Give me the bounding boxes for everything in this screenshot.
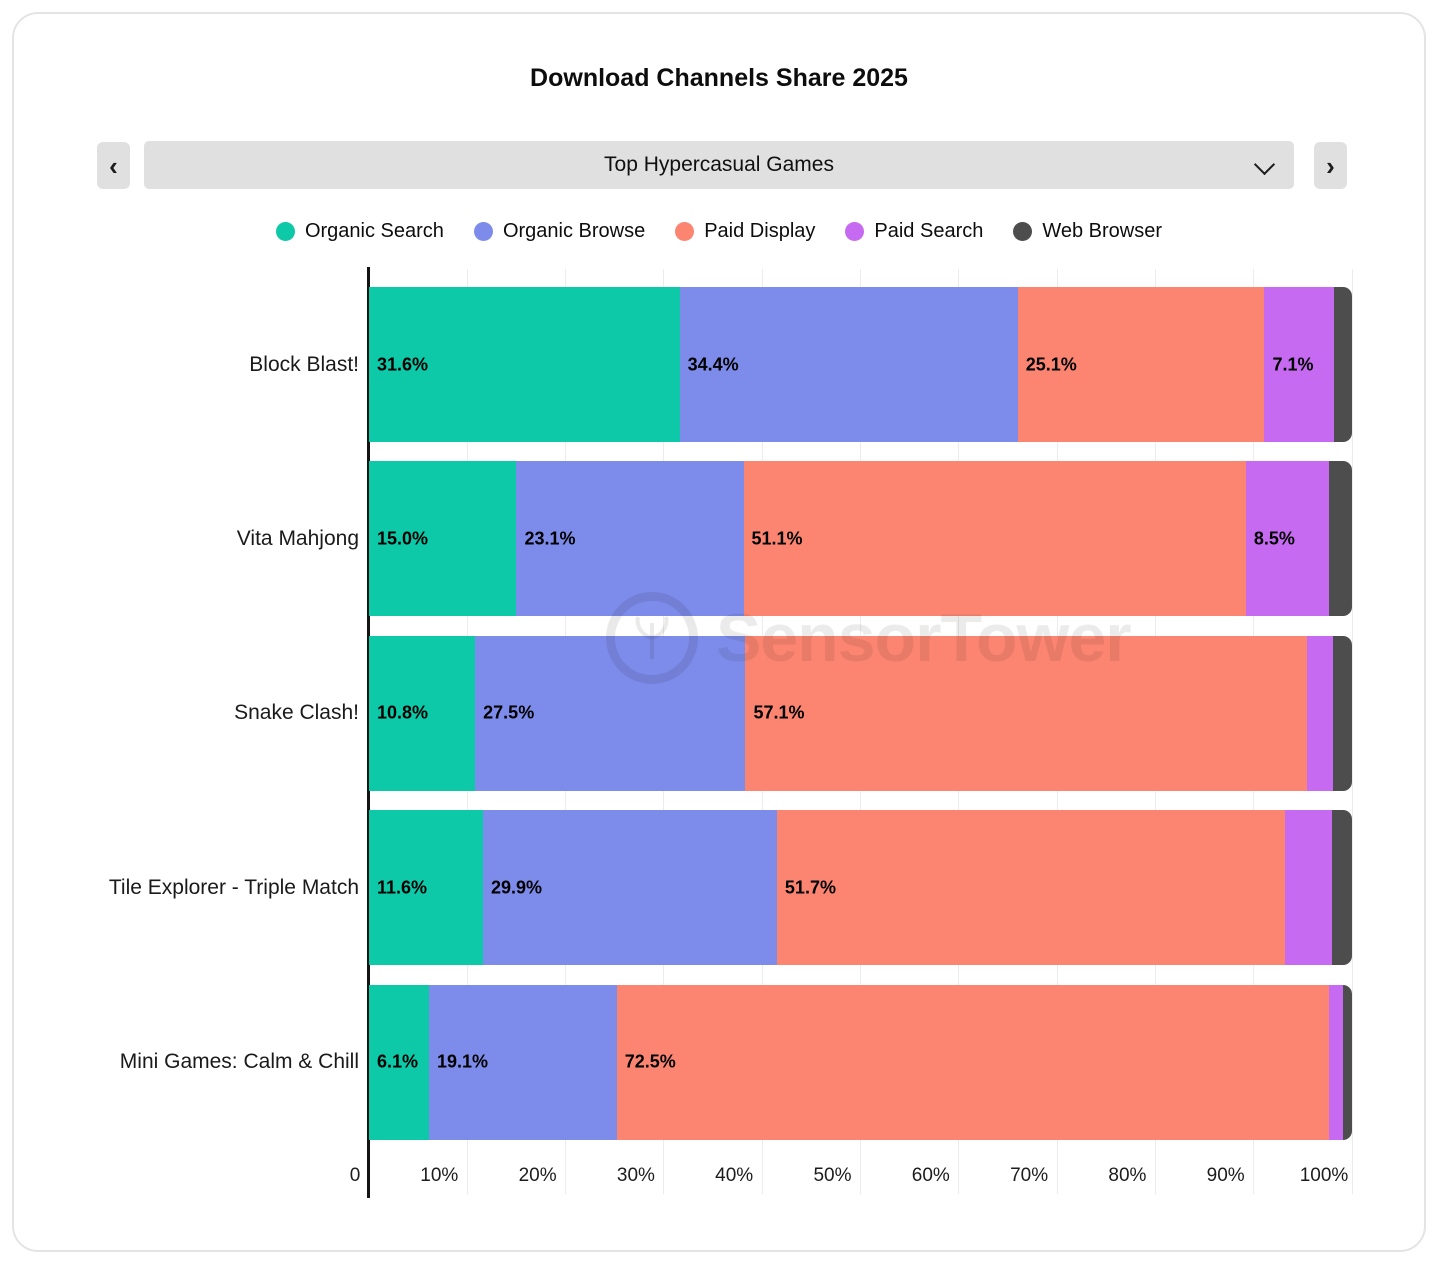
legend-dot-icon bbox=[275, 222, 295, 241]
x-axis-tick-label: 40% bbox=[715, 1165, 754, 1186]
bar-segment-organic-browse[interactable]: 23.1% bbox=[516, 461, 744, 617]
segment-value-label: 7.1% bbox=[1272, 354, 1314, 374]
y-axis-line bbox=[367, 267, 370, 1198]
bar-segment-paid-search[interactable] bbox=[1306, 635, 1334, 791]
chevron-left-icon: ‹ bbox=[109, 150, 118, 181]
legend-item-web-browser[interactable]: Web Browser bbox=[1013, 220, 1162, 243]
segment-value-label: 57.1% bbox=[753, 702, 805, 723]
chart-title: Download Channels Share 2025 bbox=[530, 64, 908, 92]
legend-dot-icon bbox=[845, 222, 865, 241]
bar-segment-paid-search[interactable]: 8.5% bbox=[1245, 461, 1330, 617]
gridline bbox=[1351, 269, 1353, 1194]
bar-segment-web-browser[interactable] bbox=[1333, 635, 1352, 791]
legend-item-organic-browse[interactable]: Organic Browse bbox=[473, 220, 646, 243]
segment-value-label: 72.5% bbox=[624, 1051, 676, 1072]
chevron-right-icon: › bbox=[1326, 150, 1335, 181]
x-axis-tick-label: 0 bbox=[349, 1165, 361, 1186]
x-axis-tick-label: 90% bbox=[1206, 1165, 1245, 1186]
x-axis-tick-label: 20% bbox=[518, 1165, 557, 1186]
bar-snake-clash: 10.8% 27.5% 57.1% bbox=[369, 635, 1352, 791]
category-label: Mini Games: Calm & Chill bbox=[119, 1050, 359, 1074]
bar-tile-explorer-triple-match: 11.6% 29.9% 51.7% bbox=[369, 810, 1352, 966]
legend-dot-icon bbox=[473, 222, 493, 241]
legend-label: Web Browser bbox=[1042, 220, 1163, 242]
chevron-down-icon bbox=[1253, 153, 1276, 176]
bar-segment-organic-browse[interactable]: 27.5% bbox=[475, 635, 746, 791]
legend-dot-icon bbox=[1013, 222, 1033, 241]
previous-chart-button[interactable]: ‹ bbox=[97, 142, 130, 189]
bar-segment-web-browser[interactable] bbox=[1329, 461, 1352, 617]
x-axis-tick-label: 80% bbox=[1108, 1165, 1147, 1186]
segment-value-label: 10.8% bbox=[377, 702, 429, 723]
category-label: Snake Clash! bbox=[234, 701, 359, 725]
bar-segment-organic-search[interactable]: 11.6% bbox=[369, 810, 484, 966]
next-chart-button[interactable]: › bbox=[1314, 142, 1347, 189]
segment-value-label: 34.4% bbox=[687, 354, 739, 374]
legend-label: Organic Browse bbox=[502, 220, 646, 242]
category-label: Block Blast! bbox=[249, 352, 359, 376]
legend-item-paid-search[interactable]: Paid Search bbox=[845, 220, 983, 243]
segment-value-label: 19.1% bbox=[436, 1051, 488, 1072]
bar-segment-web-browser[interactable] bbox=[1334, 287, 1352, 442]
bar-segment-web-browser[interactable] bbox=[1343, 984, 1352, 1140]
legend-label: Paid Search bbox=[874, 220, 984, 242]
bar-segment-organic-search[interactable]: 31.6% bbox=[369, 287, 680, 442]
segment-value-label: 51.7% bbox=[784, 877, 836, 898]
bar-segment-web-browser[interactable] bbox=[1332, 810, 1352, 966]
bar-segment-paid-display[interactable]: 57.1% bbox=[745, 635, 1307, 791]
segment-value-label: 31.6% bbox=[377, 354, 429, 374]
category-label: Vita Mahjong bbox=[236, 526, 359, 550]
bar-segment-organic-browse[interactable]: 34.4% bbox=[679, 287, 1018, 442]
bar-segment-paid-display[interactable]: 72.5% bbox=[616, 984, 1330, 1140]
segment-value-label: 11.6% bbox=[377, 877, 428, 898]
x-axis-tick-label: 50% bbox=[813, 1165, 852, 1186]
legend-item-paid-display[interactable]: Paid Display bbox=[675, 220, 815, 243]
bar-segment-paid-search[interactable] bbox=[1329, 984, 1344, 1140]
bar-block-blast: 31.6% 34.4% 25.1% 7.1% bbox=[369, 287, 1352, 442]
category-label: Tile Explorer - Triple Match bbox=[108, 875, 359, 899]
x-axis-tick-label: 100% bbox=[1299, 1165, 1349, 1186]
segment-value-label: 23.1% bbox=[524, 528, 576, 549]
plot-area: 31.6% 34.4% 25.1% 7.1% 15.0% 23.1% 51.1% 8.5% 10… bbox=[350, 267, 1424, 1198]
bar-segment-organic-search[interactable]: 10.8% bbox=[369, 635, 476, 791]
x-axis-tick-label: 60% bbox=[911, 1165, 950, 1186]
bar-segment-organic-search[interactable]: 6.1% bbox=[369, 984, 429, 1140]
segment-value-label: 29.9% bbox=[491, 877, 543, 898]
bar-segment-organic-browse[interactable]: 29.9% bbox=[483, 810, 777, 966]
legend-label: Paid Display bbox=[704, 220, 816, 242]
bar-segment-paid-display[interactable]: 51.7% bbox=[776, 810, 1286, 966]
bar-mini-games-calm-chill: 6.1% 19.1% 72.5% bbox=[369, 984, 1352, 1140]
segment-value-label: 51.1% bbox=[751, 528, 803, 549]
bar-segment-paid-display[interactable]: 51.1% bbox=[743, 461, 1246, 617]
x-axis-tick-label: 30% bbox=[616, 1165, 655, 1186]
segment-value-label: 8.5% bbox=[1253, 528, 1295, 549]
bar-segment-paid-search[interactable] bbox=[1285, 810, 1333, 966]
dropdown-selected-value: Top Hypercasual Games bbox=[604, 153, 834, 176]
segment-value-label: 27.5% bbox=[483, 702, 535, 723]
bar-segment-organic-search[interactable]: 15.0% bbox=[369, 461, 517, 617]
bar-segment-organic-browse[interactable]: 19.1% bbox=[428, 984, 617, 1140]
legend-label: Organic Search bbox=[304, 220, 444, 242]
bar-segment-paid-display[interactable]: 25.1% bbox=[1017, 287, 1265, 442]
segment-value-label: 6.1% bbox=[377, 1051, 419, 1072]
segment-value-label: 25.1% bbox=[1025, 354, 1077, 374]
x-axis-tick-label: 10% bbox=[420, 1165, 459, 1186]
chart-card: Download Channels Share 2025 ‹ Top Hyper… bbox=[12, 12, 1426, 1252]
x-axis-tick-label: 70% bbox=[1010, 1165, 1049, 1186]
legend-item-organic-search[interactable]: Organic Search bbox=[275, 220, 444, 243]
legend-dot-icon bbox=[675, 222, 695, 241]
legend: Organic Search Organic Browse Paid Display… bbox=[14, 220, 1424, 243]
bar-vita-mahjong: 15.0% 23.1% 51.1% 8.5% bbox=[369, 461, 1352, 617]
segment-value-label: 15.0% bbox=[377, 528, 429, 549]
bar-segment-paid-search[interactable]: 7.1% bbox=[1264, 287, 1335, 442]
game-group-dropdown[interactable]: Top Hypercasual Games bbox=[144, 141, 1294, 189]
